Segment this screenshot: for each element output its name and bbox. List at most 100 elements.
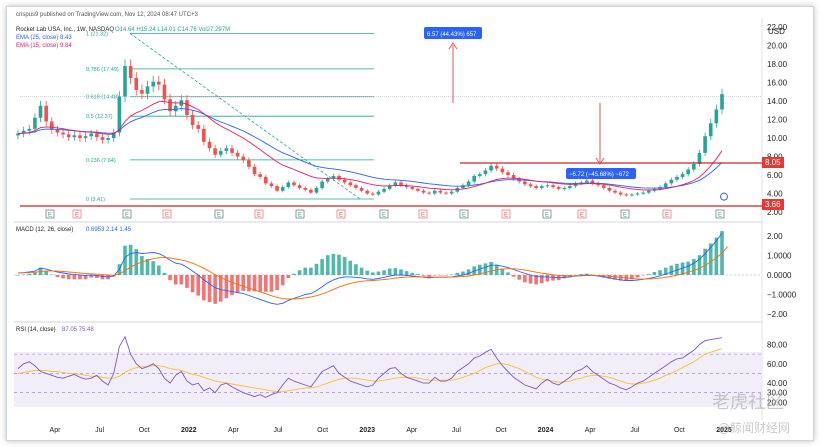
- fib-trend-line: [129, 33, 361, 200]
- macd-histogram-bar: [241, 274, 246, 291]
- rsi-tick-label: 30.00: [767, 389, 788, 398]
- candle-body: [151, 81, 155, 87]
- candle-body: [511, 175, 516, 179]
- candle-body: [449, 191, 454, 194]
- earnings-marker-letter: E: [75, 213, 79, 219]
- candle-body: [371, 193, 375, 195]
- candle-body: [241, 156, 246, 161]
- fibonacci-retracement[interactable]: 1 (21.32) 0.786 (17.49) 0.618 (14.48) 0.5 (…: [20, 32, 762, 203]
- macd-histogram-bar: [585, 273, 589, 275]
- macd-histogram-bar: [663, 267, 668, 275]
- macd-histogram-bar: [489, 262, 493, 275]
- macd-histogram-bar: [630, 274, 634, 280]
- candle-body: [286, 182, 291, 188]
- macd-histogram-bar: [641, 274, 645, 276]
- price-axis: 2.004.006.008.0010.0012.0014.0016.0018.0…: [767, 23, 797, 407]
- candle-body: [173, 105, 178, 112]
- candle-body: [78, 135, 82, 139]
- candle-body: [128, 66, 133, 79]
- macd-histogram-bar: [387, 268, 392, 275]
- earnings-marker-box: [418, 209, 428, 219]
- macd-histogram-bar: [348, 260, 353, 275]
- macd-values: 0.6953 2.14 1.45: [86, 227, 132, 233]
- macd-histogram-bar: [646, 274, 651, 275]
- time-tick-label: Oct: [139, 427, 150, 434]
- price-tick-label: 20.00: [767, 42, 788, 51]
- price-tick-label: 16.00: [767, 79, 788, 88]
- time-tick-label: Apr: [585, 427, 597, 434]
- candle-body: [528, 184, 533, 187]
- macd-histogram-bar: [511, 274, 516, 277]
- candle-body: [432, 190, 437, 194]
- earnings-marker-letter: E: [545, 213, 549, 219]
- macd-histogram-bar: [483, 263, 488, 275]
- candle-body: [309, 189, 313, 193]
- macd-histogram-bar: [444, 274, 448, 276]
- macd-histogram-bar: [506, 272, 510, 275]
- candle-body: [320, 181, 324, 188]
- time-axis: Apr Jul Oct 2022 Apr Jul Oct 2023 Apr Jul Oct 2024 A…: [50, 427, 732, 434]
- candle-body: [95, 133, 99, 138]
- macd-histogram-bar: [421, 274, 426, 276]
- rsi-tick-label: 60.00: [767, 360, 788, 369]
- macd-histogram-bar: [44, 271, 48, 275]
- candle-body: [280, 187, 285, 191]
- candle-body: [438, 190, 443, 193]
- macd-histogram-bar: [162, 272, 167, 275]
- macd-histogram-bar: [190, 274, 195, 293]
- macd-histogram-bar: [100, 274, 105, 280]
- candle-body: [21, 130, 26, 134]
- time-tick-label: Jul: [274, 427, 283, 434]
- earnings-marker-box: [662, 209, 672, 219]
- candle-body: [348, 182, 353, 186]
- macd-histogram-bar: [517, 274, 522, 280]
- macd-histogram-bar: [252, 274, 257, 292]
- rsi-ma-line: [17, 348, 723, 393]
- earnings-marker-box: [620, 209, 630, 219]
- measure-up-badge[interactable]: [424, 27, 482, 39]
- macd-histogram-bar: [714, 237, 719, 275]
- macd-histogram-bar: [325, 255, 330, 275]
- fib-level-label: 0.236 (7.64): [86, 158, 116, 164]
- macd-signal-line: [17, 246, 728, 300]
- earnings-marker-letter: E: [339, 213, 343, 219]
- macd-tick-label: 2.00: [767, 232, 783, 241]
- candle-body: [213, 148, 217, 155]
- candle-body: [596, 183, 600, 186]
- macd-histogram-bar: [218, 274, 223, 302]
- candle-body: [354, 185, 358, 188]
- candle-body: [224, 148, 229, 152]
- measure-down-arrowhead: [595, 157, 605, 165]
- candlestick-series: [16, 59, 728, 201]
- macd-histogram-bar: [658, 270, 662, 275]
- earnings-marker-letter: E: [257, 213, 261, 219]
- candle-body: [387, 185, 392, 189]
- candle-body: [444, 192, 448, 194]
- candle-body: [162, 84, 167, 100]
- candle-body: [275, 186, 279, 191]
- candle-body: [573, 183, 578, 187]
- macd-histogram-bar: [156, 265, 161, 275]
- fib-level-label: 1 (21.32): [86, 32, 108, 38]
- earnings-marker-box: [459, 209, 469, 219]
- measure-down-badge[interactable]: [566, 168, 636, 179]
- candle-body: [720, 94, 724, 110]
- macd-histogram-bar: [461, 271, 465, 275]
- candle-body: [393, 182, 398, 186]
- earnings-marker-box: [122, 209, 132, 219]
- price-tick-label: 4.00: [767, 190, 783, 199]
- macd-histogram-bar: [579, 274, 584, 275]
- candle-body: [624, 194, 629, 196]
- macd-histogram-bar: [376, 271, 381, 275]
- earnings-marker-letter: E: [217, 213, 221, 219]
- fib-level-label: 0.5 (12.37): [86, 114, 113, 120]
- macd-histogram-bar: [500, 268, 505, 275]
- candle-body: [190, 115, 195, 126]
- candle-body: [607, 187, 612, 191]
- macd-histogram-bar: [320, 259, 324, 275]
- rsi-legend: RSI (14, close): [16, 327, 56, 333]
- candle-body: [635, 193, 640, 195]
- candle-body: [33, 117, 37, 129]
